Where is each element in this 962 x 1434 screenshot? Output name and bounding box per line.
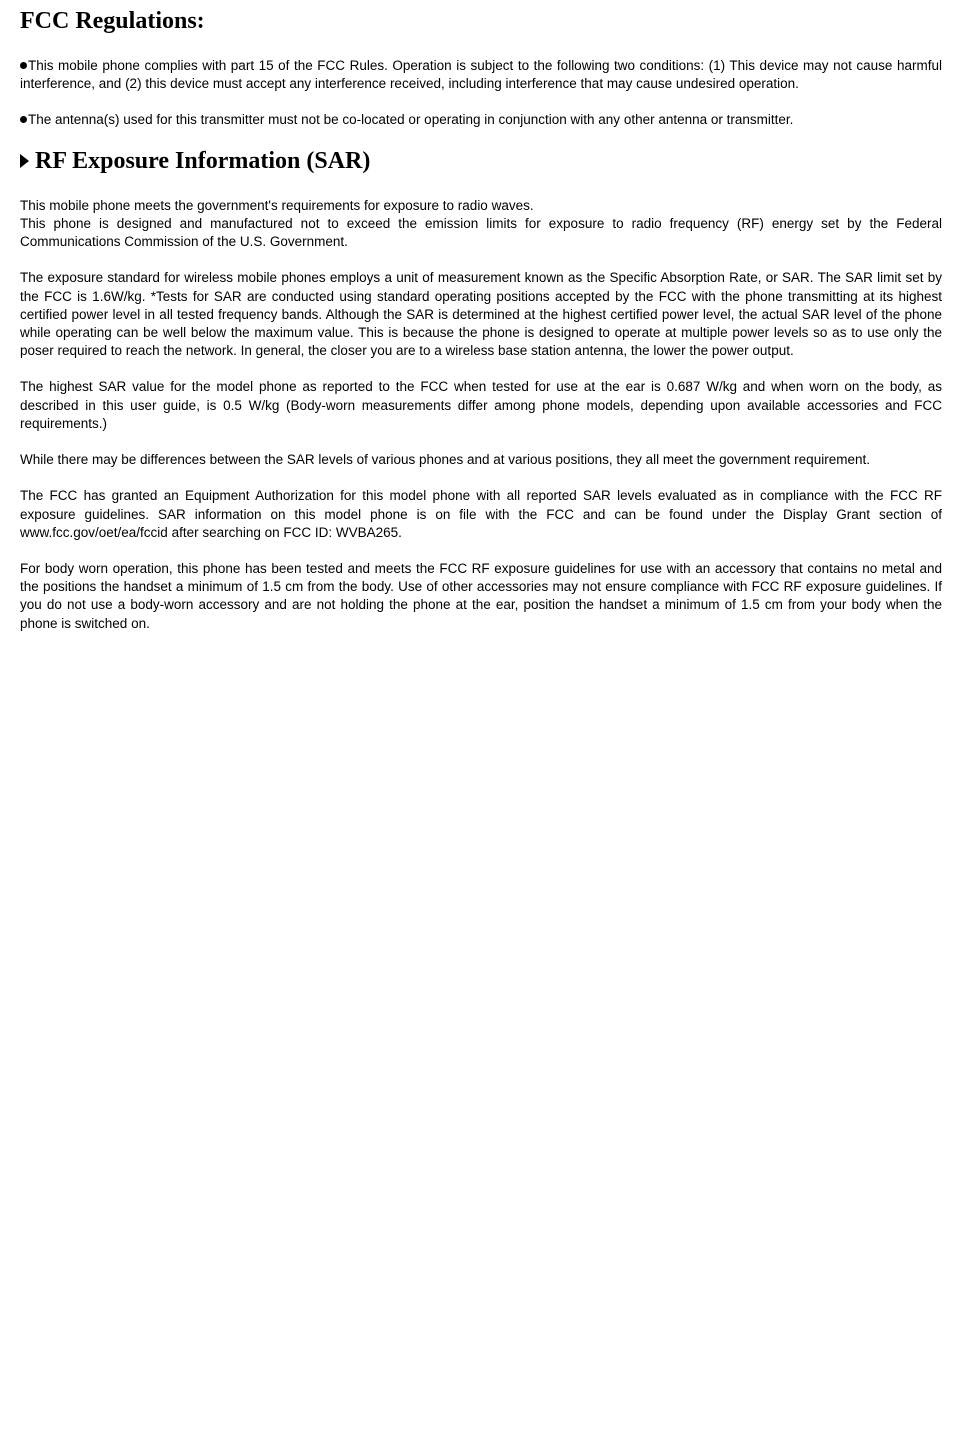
paragraph-text: This mobile phone complies with part 15 … [20,58,942,91]
bullet-icon [20,62,27,69]
paragraph-antenna: The antenna(s) used for this transmitter… [20,111,942,129]
paragraph-text: This mobile phone meets the government's… [20,198,534,213]
arrow-right-icon [20,154,29,168]
paragraph-sar-differences: While there may be differences between t… [20,451,942,469]
paragraph-text: This phone is designed and manufactured … [20,216,942,249]
heading-rf-exposure: RF Exposure Information (SAR) [20,148,942,175]
bullet-icon [20,116,27,123]
paragraph-sar-values: The highest SAR value for the model phon… [20,378,942,433]
paragraph-compliance: This mobile phone complies with part 15 … [20,57,942,93]
paragraph-fcc-authorization: The FCC has granted an Equipment Authori… [20,487,942,542]
paragraph-requirements: This mobile phone meets the government's… [20,197,942,252]
paragraph-sar-standard: The exposure standard for wireless mobil… [20,269,942,360]
heading-text: RF Exposure Information (SAR) [35,148,370,175]
paragraph-body-worn: For body worn operation, this phone has … [20,560,942,633]
heading-fcc: FCC Regulations: [20,8,942,35]
paragraph-text: The antenna(s) used for this transmitter… [28,112,793,127]
